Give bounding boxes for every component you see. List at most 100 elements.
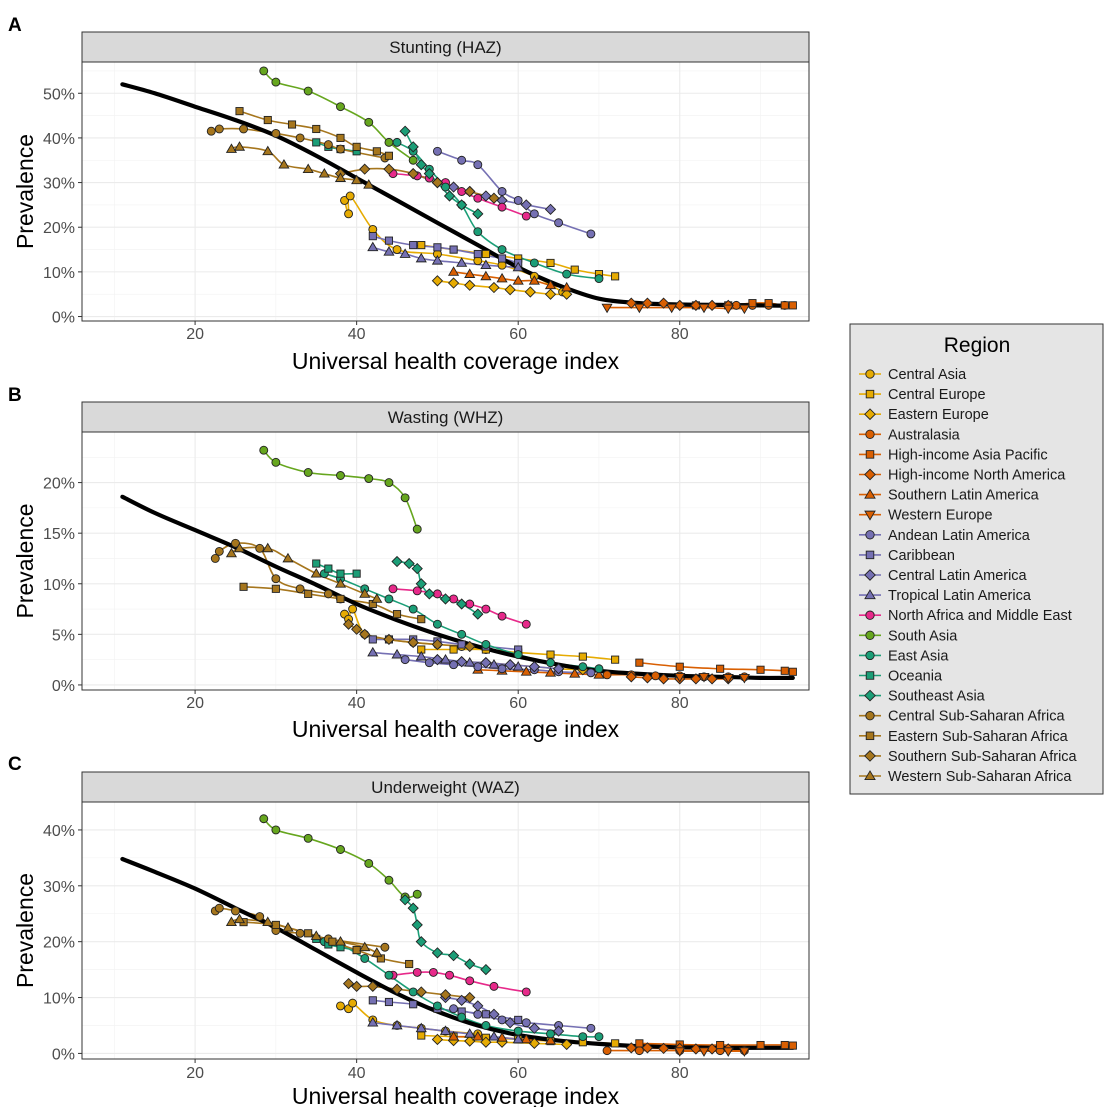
data-point — [359, 941, 371, 952]
data-point — [439, 1025, 452, 1035]
data-point — [318, 167, 330, 178]
data-point — [412, 967, 422, 977]
data-point — [504, 1017, 516, 1029]
data-point — [611, 272, 620, 281]
data-point — [295, 584, 305, 594]
legend-title: Region — [944, 334, 1011, 357]
data-point — [225, 916, 238, 926]
data-point — [412, 586, 422, 596]
x-tick-label: 60 — [509, 1065, 527, 1082]
data-point — [464, 640, 476, 653]
legend-item: Central Europe — [859, 387, 986, 403]
legend-key-marker — [864, 589, 876, 600]
data-point — [415, 986, 427, 998]
legend-key-marker — [864, 750, 876, 762]
data-point — [690, 1043, 702, 1055]
data-point — [594, 274, 604, 284]
legend-label: Australasia — [888, 427, 961, 443]
data-point — [304, 929, 313, 938]
legend-key-marker — [865, 429, 875, 439]
x-axis-label: Universal health coverage index — [292, 348, 620, 374]
data-point — [405, 959, 414, 969]
x-tick-label: 20 — [186, 1065, 204, 1082]
legend-item: Southeast Asia — [859, 689, 986, 705]
data-point — [674, 672, 686, 683]
data-point — [334, 935, 347, 946]
data-point — [408, 604, 418, 614]
legend-label: Central Sub-Saharan Africa — [888, 709, 1065, 725]
panel-border — [81, 431, 810, 691]
data-point — [415, 252, 427, 263]
data-point — [520, 666, 532, 676]
x-tick-label: 60 — [509, 695, 527, 712]
data-point — [625, 671, 637, 683]
legend-key-marker — [865, 369, 875, 379]
data-point — [529, 209, 539, 219]
data-point — [364, 859, 374, 868]
data-point — [496, 1032, 508, 1042]
data-point — [473, 249, 482, 259]
legend-item: Caribbean — [859, 548, 955, 564]
legend-item: Central Latin America — [859, 568, 1028, 584]
data-point — [415, 159, 427, 171]
data-point — [334, 172, 347, 182]
data-point — [674, 1047, 686, 1057]
data-point — [497, 664, 507, 674]
legend-item: Tropical Latin America — [859, 588, 1032, 604]
y-tick-label: 15% — [43, 526, 75, 543]
data-point — [780, 301, 789, 310]
legend-key-marker — [865, 530, 875, 540]
y-tick-label: 40% — [43, 823, 75, 840]
data-point — [336, 594, 345, 603]
legend-key-marker — [865, 731, 875, 741]
data-point — [423, 588, 435, 600]
legend-key-marker — [864, 408, 876, 421]
data-point — [480, 1036, 492, 1048]
legend-label: Tropical Latin America — [888, 588, 1032, 604]
data-point — [345, 191, 355, 201]
data-point — [403, 557, 415, 570]
data-point — [611, 1039, 620, 1048]
data-point — [706, 673, 718, 685]
series-line — [315, 562, 357, 575]
data-point — [384, 236, 394, 245]
data-point — [473, 193, 483, 203]
data-point — [546, 658, 555, 668]
data-point — [432, 1001, 442, 1011]
data-point — [262, 542, 274, 553]
data-point — [259, 445, 269, 455]
data-point — [674, 299, 686, 312]
data-point — [259, 66, 269, 76]
data-point — [384, 997, 394, 1007]
legend-label: Western Sub-Saharan Africa — [888, 769, 1072, 785]
y-tick-label: 10% — [43, 265, 75, 282]
data-point — [512, 1033, 524, 1044]
data-point — [641, 297, 654, 309]
data-point — [449, 245, 458, 254]
data-point — [512, 261, 524, 272]
data-point — [303, 86, 313, 96]
data-point — [456, 656, 468, 668]
data-point — [400, 655, 410, 665]
legend-item: Australasia — [859, 427, 961, 443]
data-point — [233, 542, 246, 553]
data-point — [225, 143, 238, 153]
data-point — [480, 657, 492, 669]
data-point — [364, 117, 374, 127]
data-point — [351, 174, 363, 185]
legend-key-marker — [865, 550, 875, 560]
x-tick-label: 20 — [186, 326, 204, 343]
legend-key-marker — [864, 689, 876, 702]
data-point — [360, 953, 370, 963]
data-point — [481, 640, 491, 649]
data-point — [271, 457, 281, 467]
facet-title: Stunting (HAZ) — [389, 38, 501, 57]
data-point — [433, 243, 442, 252]
data-point — [351, 980, 363, 993]
legend-key-marker — [864, 569, 876, 581]
data-point — [304, 589, 313, 598]
legend-key-marker — [865, 630, 875, 640]
data-point — [210, 554, 220, 563]
data-point — [384, 137, 394, 147]
facet-strip — [81, 31, 810, 63]
